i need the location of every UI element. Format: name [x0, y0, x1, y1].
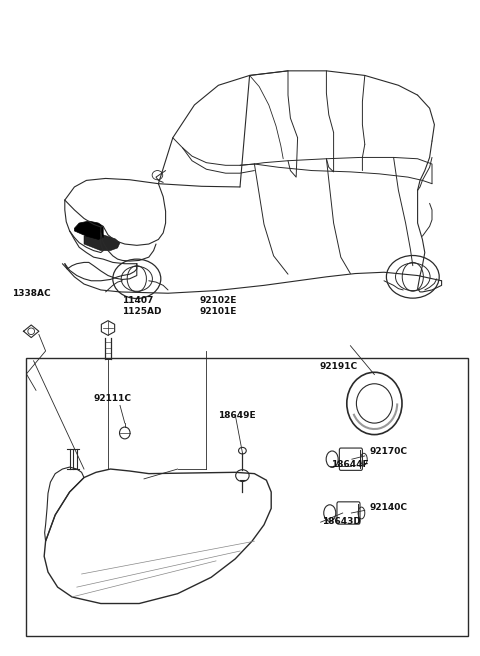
Text: 92111C: 92111C	[94, 394, 132, 403]
Text: 92140C: 92140C	[370, 502, 408, 512]
Text: 92170C: 92170C	[370, 447, 408, 456]
Bar	[26, 358, 468, 636]
Text: 1338AC: 1338AC	[12, 289, 50, 298]
Text: 18643D: 18643D	[322, 517, 360, 526]
Text: 92191C: 92191C	[319, 361, 357, 371]
Polygon shape	[74, 221, 103, 239]
Text: 11407: 11407	[122, 296, 154, 305]
Text: 92101E: 92101E	[199, 307, 237, 316]
Polygon shape	[84, 233, 120, 251]
Text: 92102E: 92102E	[199, 296, 237, 305]
Text: 1125AD: 1125AD	[122, 307, 162, 316]
Text: 18644F: 18644F	[331, 460, 369, 469]
Text: 18649E: 18649E	[218, 411, 256, 420]
